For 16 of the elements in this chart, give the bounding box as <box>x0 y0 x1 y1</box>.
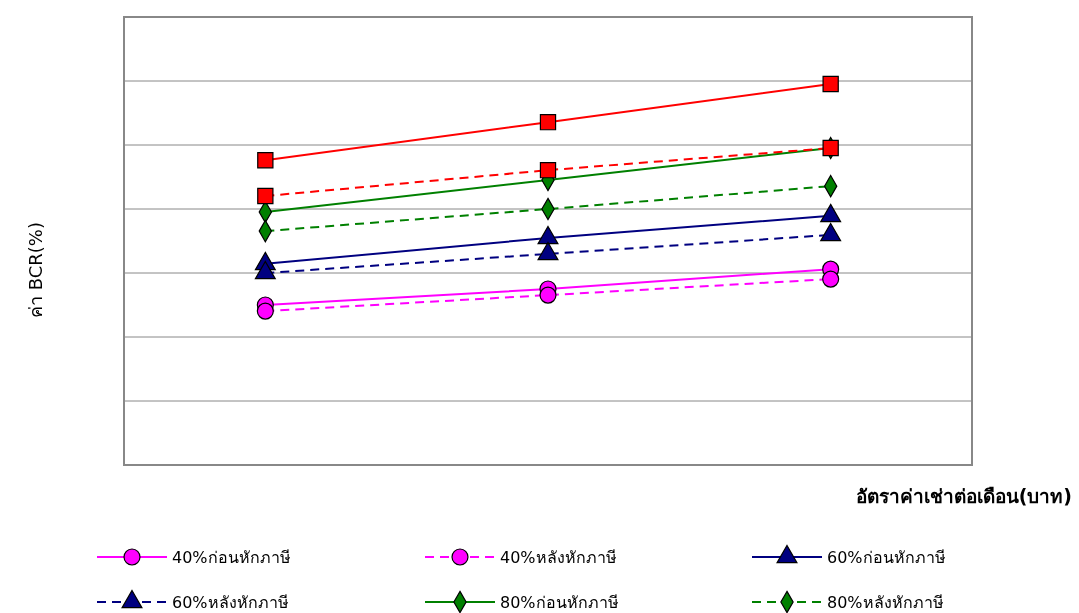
point <box>539 113 557 131</box>
legend-label: 60%ก่อนหักภาษี <box>827 548 946 567</box>
point <box>539 286 557 304</box>
point <box>256 302 274 320</box>
legend-label: 80%ก่อนหักภาษี <box>500 593 619 612</box>
legend-label: 60%หลังหักภาษี <box>172 593 289 612</box>
point <box>822 75 839 93</box>
legend-label: 80%หลังหักภาษี <box>827 593 944 612</box>
point <box>257 152 274 169</box>
x-axis-title: อัตราค่าเช่าต่อเดือน(บาท) <box>855 485 1072 507</box>
y-axis-title: ค่า BCR(%) <box>25 222 46 318</box>
point <box>822 270 840 288</box>
legend-label: 40%ก่อนหักภาษี <box>172 548 291 567</box>
legend-label: 40%หลังหักภาษี <box>500 548 617 567</box>
point <box>257 187 274 205</box>
point <box>539 161 557 179</box>
